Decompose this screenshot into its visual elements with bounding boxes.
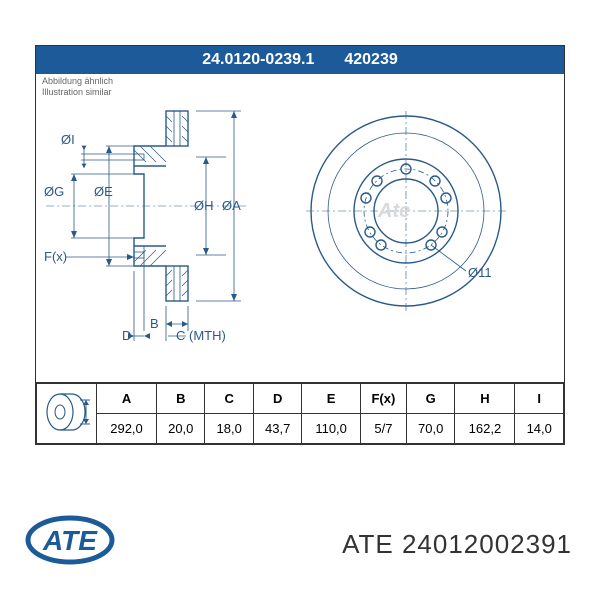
part-number: 24.0120-0239.1 — [202, 51, 314, 69]
brand-logo: ATE — [25, 510, 115, 575]
label-c: C (MTH) — [176, 328, 226, 343]
svg-text:ATE: ATE — [42, 525, 98, 556]
short-code: 420239 — [344, 51, 397, 69]
technical-drawing: ØI ØG ØE ØH — [36, 96, 564, 356]
val-B: 20,0 — [157, 414, 205, 444]
col-F: F(x) — [360, 384, 406, 414]
col-C: C — [205, 384, 253, 414]
val-D: 43,7 — [253, 414, 301, 444]
val-I: 14,0 — [515, 414, 564, 444]
label-oa: ØA — [222, 198, 241, 213]
val-E: 110,0 — [302, 414, 360, 444]
watermark-icon: Ate — [377, 200, 410, 222]
col-H: H — [455, 384, 515, 414]
label-hole: Ø11 — [468, 265, 492, 280]
col-D: D — [253, 384, 301, 414]
illustration-note: Abbildung ähnlich Illustration similar — [42, 76, 113, 98]
dimension-table: A B C D E F(x) G H I 292,0 20,0 18,0 43,… — [36, 382, 564, 444]
ate-logo-icon: ATE — [25, 510, 115, 570]
diagram-frame: 24.0120-0239.1 420239 Abbildung ähnlich … — [35, 45, 565, 445]
val-A: 292,0 — [97, 414, 157, 444]
label-b: B — [150, 316, 159, 331]
label-oe: ØE — [94, 184, 113, 199]
subtitle-de: Abbildung ähnlich — [42, 76, 113, 87]
disc-icon-cell — [37, 384, 97, 444]
col-I: I — [515, 384, 564, 414]
val-F: 5/7 — [360, 414, 406, 444]
label-fx: F(x) — [44, 249, 67, 264]
label-oi: ØI — [61, 132, 75, 147]
col-A: A — [97, 384, 157, 414]
table-header-row: A B C D E F(x) G H I — [37, 384, 564, 414]
col-B: B — [157, 384, 205, 414]
table-value-row: 292,0 20,0 18,0 43,7 110,0 5/7 70,0 162,… — [37, 414, 564, 444]
val-G: 70,0 — [406, 414, 454, 444]
label-og: ØG — [44, 184, 64, 199]
col-G: G — [406, 384, 454, 414]
product-code: ATE 24012002391 — [342, 529, 572, 560]
col-E: E — [302, 384, 360, 414]
disc-thumb-icon — [42, 390, 92, 434]
header-bar: 24.0120-0239.1 420239 — [36, 46, 564, 74]
label-oh: ØH — [194, 198, 214, 213]
drawing-svg: ØI ØG ØE ØH — [36, 96, 566, 356]
val-C: 18,0 — [205, 414, 253, 444]
val-H: 162,2 — [455, 414, 515, 444]
